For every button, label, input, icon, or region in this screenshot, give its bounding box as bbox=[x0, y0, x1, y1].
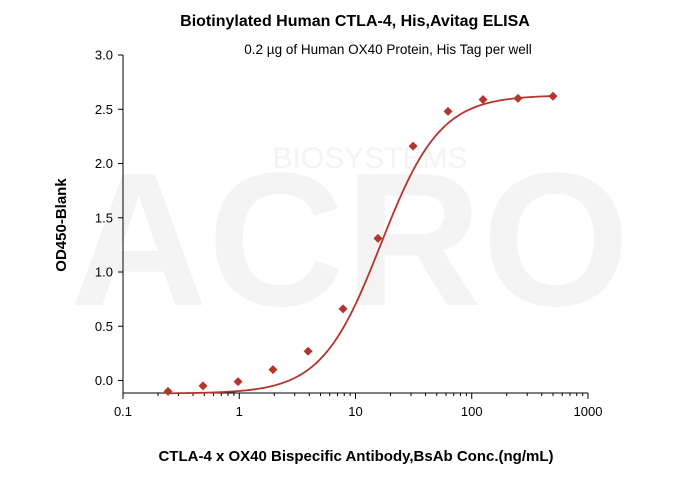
y-tick-label: 0.0 bbox=[95, 373, 113, 388]
data-point bbox=[163, 386, 173, 396]
y-tick-label: 3.0 bbox=[95, 48, 113, 63]
chart-subtitle: 0.2 µg of Human OX40 Protein, His Tag pe… bbox=[244, 42, 531, 57]
x-tick-label: 10 bbox=[348, 404, 362, 419]
data-point bbox=[443, 106, 453, 116]
x-tick-label: 1 bbox=[236, 404, 243, 419]
chart-title: Biotinylated Human CTLA-4, His,Avitag EL… bbox=[180, 13, 530, 30]
x-ticks: 0.1 1 10 100 1000 bbox=[114, 393, 603, 419]
data-point bbox=[268, 365, 278, 375]
data-point bbox=[548, 91, 558, 101]
x-tick-label: 0.1 bbox=[114, 404, 132, 419]
x-axis-label: CTLA-4 x OX40 Bispecific Antibody,BsAb C… bbox=[158, 448, 553, 465]
watermark-sub: BIOSYSTEMS bbox=[272, 142, 467, 175]
y-tick-label: 2.5 bbox=[95, 102, 113, 117]
data-point bbox=[408, 141, 418, 151]
data-point bbox=[338, 304, 348, 314]
x-tick-label: 1000 bbox=[574, 404, 603, 419]
y-tick-label: 1.5 bbox=[95, 210, 113, 225]
x-tick-label: 100 bbox=[461, 404, 483, 419]
data-points bbox=[163, 91, 558, 396]
y-axis-label: OD450-Blank bbox=[53, 178, 70, 272]
watermark-brand: ACRO bbox=[70, 134, 629, 346]
fit-curve bbox=[168, 95, 554, 395]
y-tick-label: 0.5 bbox=[95, 319, 113, 334]
data-point bbox=[233, 377, 243, 387]
y-ticks: 0.0 0.5 1.0 1.5 2.0 2.5 3.0 bbox=[95, 48, 123, 388]
y-tick-label: 2.0 bbox=[95, 156, 113, 171]
watermark: ACRO BIOSYSTEMS bbox=[70, 134, 629, 346]
data-point bbox=[303, 346, 313, 356]
data-point bbox=[373, 233, 383, 243]
data-point bbox=[513, 93, 523, 103]
data-point bbox=[198, 381, 208, 391]
data-point bbox=[478, 94, 488, 104]
y-tick-label: 1.0 bbox=[95, 265, 113, 280]
